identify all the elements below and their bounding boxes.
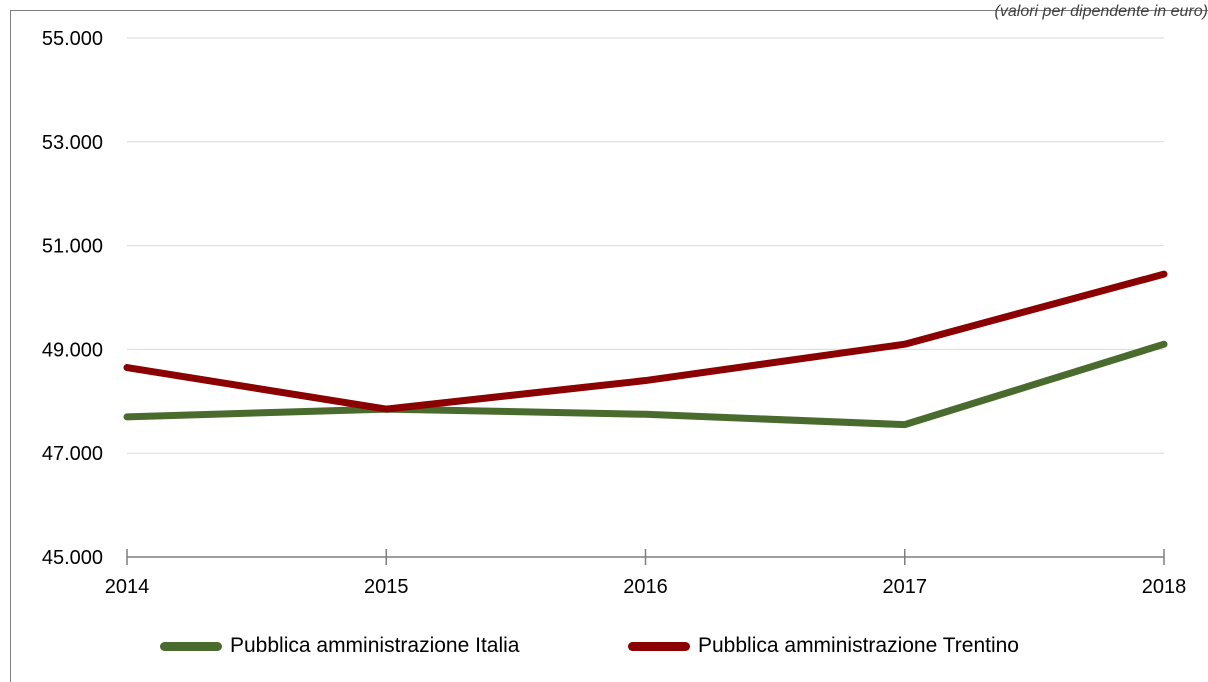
legend: Pubblica amministrazione Italia Pubblica… xyxy=(0,626,1208,666)
legend-label-trentino: Pubblica amministrazione Trentino xyxy=(698,634,1019,657)
y-tick-label: 47.000 xyxy=(42,443,103,465)
legend-item-trentino: Pubblica amministrazione Trentino xyxy=(628,626,1019,666)
y-tick-label: 45.000 xyxy=(42,547,103,569)
chart-frame: (valori per dipendente in euro) xyxy=(10,3,1208,682)
legend-label-italia: Pubblica amministrazione Italia xyxy=(230,634,520,657)
y-tick-label: 49.000 xyxy=(42,339,103,361)
series-line-trentino xyxy=(123,270,1168,413)
legend-item-italia: Pubblica amministrazione Italia xyxy=(160,626,519,666)
y-tick-label: 53.000 xyxy=(42,132,103,154)
x-tick-label: 2018 xyxy=(1142,576,1187,598)
legend-swatch-italia xyxy=(160,641,222,651)
y-tick-label: 55.000 xyxy=(42,28,103,50)
legend-swatch-trentino xyxy=(628,641,690,651)
y-tick-label: 51.000 xyxy=(42,236,103,258)
x-tick-label: 2016 xyxy=(623,576,668,598)
chart-subtitle: (valori per dipendente in euro) xyxy=(994,3,1208,20)
x-tick-label: 2015 xyxy=(364,576,409,598)
series-line-italia xyxy=(123,340,1168,429)
x-tick-label: 2014 xyxy=(105,576,150,598)
x-tick-label: 2017 xyxy=(883,576,928,598)
